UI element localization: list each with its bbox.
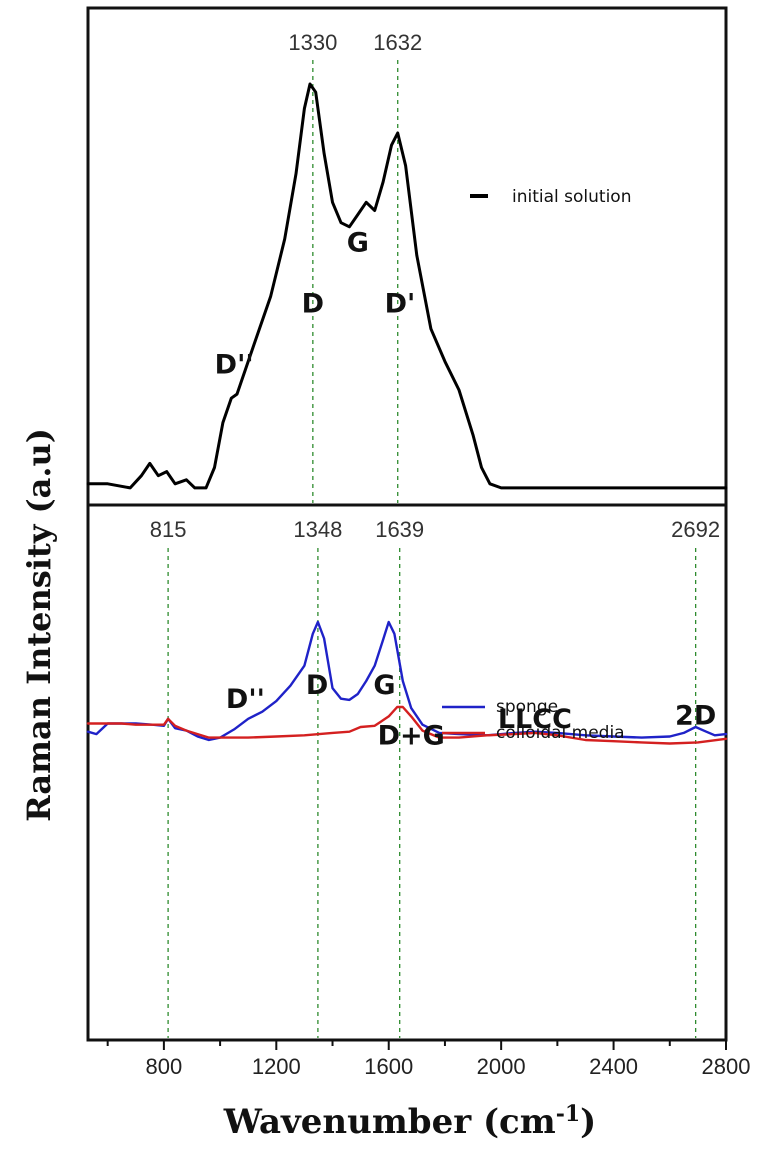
series-line-initial-solution <box>86 82 728 490</box>
x-tick-label: 2800 <box>702 1054 751 1079</box>
band-label: D+G <box>378 721 445 752</box>
x-tick-label: 800 <box>146 1054 183 1079</box>
band-label: D'' <box>215 350 254 381</box>
x-axis-label-superscript: -1 <box>556 1101 580 1127</box>
y-axis-label: Raman Intensity (a.u) <box>20 428 58 822</box>
x-tick-label: 1200 <box>252 1054 301 1079</box>
peak-marker-label: 2692 <box>671 517 720 542</box>
series-line-colloidal-media <box>86 705 728 745</box>
band-label: D'' <box>226 684 265 715</box>
x-axis-label-main: Wavenumber (cm <box>223 1102 556 1142</box>
legend-entry: initial solution <box>512 187 631 207</box>
peak-marker-label: 1348 <box>293 517 342 542</box>
peak-marker-label: 1639 <box>375 517 424 542</box>
peak-marker-label: 815 <box>150 517 187 542</box>
bottom-panel: 815 1348 1639 2692 D'' D G LLCC 2D D+G sponge collo… <box>86 503 751 1079</box>
band-label: G <box>347 227 369 258</box>
band-label: G <box>373 670 395 701</box>
band-label: D <box>306 670 328 701</box>
legend-entry: colloidal media <box>496 723 625 743</box>
x-axis-label: Wavenumber (cm-1) <box>223 1101 597 1142</box>
plot-frame <box>86 6 728 507</box>
band-label: 2D <box>675 701 716 732</box>
legend-entry: sponge <box>496 697 558 717</box>
top-panel: 1330 1632 D'' DG D' initial solution <box>86 6 728 507</box>
band-label: LLCC <box>498 704 572 735</box>
x-tick-label: 1600 <box>364 1054 413 1079</box>
peak-marker-label: 1330 <box>288 30 337 55</box>
x-tick-label: 2000 <box>477 1054 526 1079</box>
series-line-sponge <box>86 620 728 742</box>
plot-frame <box>86 503 728 1042</box>
peak-marker-label: 1632 <box>373 30 422 55</box>
band-label: D' <box>385 288 416 319</box>
x-axis-label-close: ) <box>580 1102 596 1142</box>
band-label: D <box>302 288 324 319</box>
x-tick-label: 2400 <box>589 1054 638 1079</box>
